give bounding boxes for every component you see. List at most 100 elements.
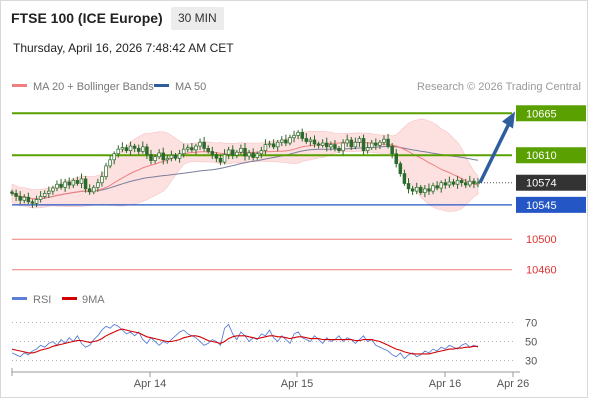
credit-label: Research © 2026 Trading Central <box>417 81 581 93</box>
candle-body <box>414 186 419 192</box>
candle-body <box>374 142 378 146</box>
candle-body <box>365 147 370 152</box>
candle-body <box>10 191 14 194</box>
candle-body <box>67 181 71 186</box>
legend-rsi-ma-swatch <box>62 297 77 300</box>
candle-body <box>51 187 55 192</box>
forecast-arrow-shaft <box>478 122 511 184</box>
candle-body <box>116 148 121 155</box>
price-levels: 10665 10610 10574 10545 10500 10460 <box>12 105 586 277</box>
candle-body <box>145 146 149 155</box>
target-label-10500: 10500 <box>526 234 557 246</box>
legend-rsi-swatch <box>12 297 27 300</box>
candle-body <box>210 151 215 155</box>
candle-body <box>369 142 374 148</box>
forecast-arrow <box>478 111 515 184</box>
candle-body <box>361 138 366 152</box>
candle-body <box>206 148 210 152</box>
candle-body <box>181 148 186 155</box>
candle-body <box>165 157 170 161</box>
candle-body <box>128 145 133 152</box>
candle-body <box>83 178 88 190</box>
legend-ma50-label: MA 50 <box>175 81 206 93</box>
candle-body <box>316 143 321 146</box>
resistance-label-10610: 10610 <box>526 150 557 162</box>
candle-body <box>394 153 398 164</box>
candle-body <box>247 152 251 157</box>
bollinger-band-area <box>11 118 479 212</box>
candle-body <box>222 154 227 163</box>
time-tick-label: Apr 16 <box>429 378 461 390</box>
candle-body <box>390 145 394 155</box>
candle-body <box>398 163 403 174</box>
instrument-title: FTSE 100 (ICE Europe) <box>11 10 163 26</box>
last-price-badge <box>516 174 586 191</box>
rsi-tick-50: 50 <box>525 337 537 349</box>
target-label-10460: 10460 <box>526 265 557 277</box>
resistance-badge-10665 <box>516 105 586 122</box>
candle-body <box>136 148 141 152</box>
candle-body <box>345 139 349 144</box>
time-tick-label: Apr 26 <box>497 378 529 390</box>
candle-body <box>386 138 390 147</box>
candle-body <box>112 153 116 161</box>
interval-badge[interactable]: 30 MIN <box>171 7 224 30</box>
candle-body <box>14 193 18 197</box>
legend-ma20-swatch <box>12 84 27 87</box>
candle-body <box>329 144 333 148</box>
candle-body <box>161 152 165 161</box>
candle-body <box>92 186 96 193</box>
time-tick-label: Apr 15 <box>281 378 313 390</box>
candle-body <box>141 146 145 152</box>
candle-body <box>79 178 84 184</box>
candle-body <box>304 138 309 142</box>
candle-body <box>325 142 329 148</box>
candle-body <box>267 143 272 146</box>
candle-body <box>402 173 407 184</box>
rsi-tick-30: 30 <box>525 356 537 368</box>
candle-body <box>312 139 317 145</box>
candle-body <box>18 196 22 201</box>
candle-body <box>42 193 47 197</box>
candle-body <box>108 159 112 167</box>
rsi-ma-line <box>11 328 478 355</box>
candle-body <box>476 182 480 185</box>
candle-body <box>382 138 386 143</box>
candle-body <box>169 154 174 159</box>
candle-body <box>341 142 345 152</box>
candle-body <box>230 149 235 156</box>
candle-body <box>431 185 435 192</box>
candle-body <box>378 141 382 146</box>
candle-body <box>423 188 427 193</box>
candle-body <box>459 180 464 184</box>
candle-body <box>132 145 137 149</box>
candle-body <box>463 182 468 186</box>
candles <box>10 128 480 208</box>
datetime-label: Thursday, April 16, 2026 7:48:42 AM CET <box>13 41 234 55</box>
candle-body <box>435 185 439 189</box>
last-price-label: 10574 <box>526 178 557 190</box>
candle-body <box>451 181 456 185</box>
candle-body <box>251 152 255 158</box>
candle-body <box>239 148 243 153</box>
candle-body <box>243 148 247 157</box>
candle-body <box>275 141 280 148</box>
candle-body <box>263 144 268 152</box>
candle-body <box>226 149 231 155</box>
candle-body <box>190 147 194 151</box>
candle-body <box>186 147 190 150</box>
candle-body <box>255 153 260 158</box>
legend-ma20-label: MA 20 + Bollinger Bands <box>33 81 154 93</box>
candle-body <box>280 139 284 143</box>
candle-body <box>337 148 341 152</box>
candle-body <box>455 180 460 185</box>
candle-body <box>202 141 206 149</box>
candle-body <box>296 131 300 136</box>
candle-body <box>34 199 39 204</box>
candle-body <box>71 180 76 186</box>
resistance-label-10665: 10665 <box>526 108 557 120</box>
candle-body <box>38 196 43 200</box>
candle-body <box>406 183 411 190</box>
candle-body <box>271 143 276 148</box>
candle-body <box>63 181 67 188</box>
